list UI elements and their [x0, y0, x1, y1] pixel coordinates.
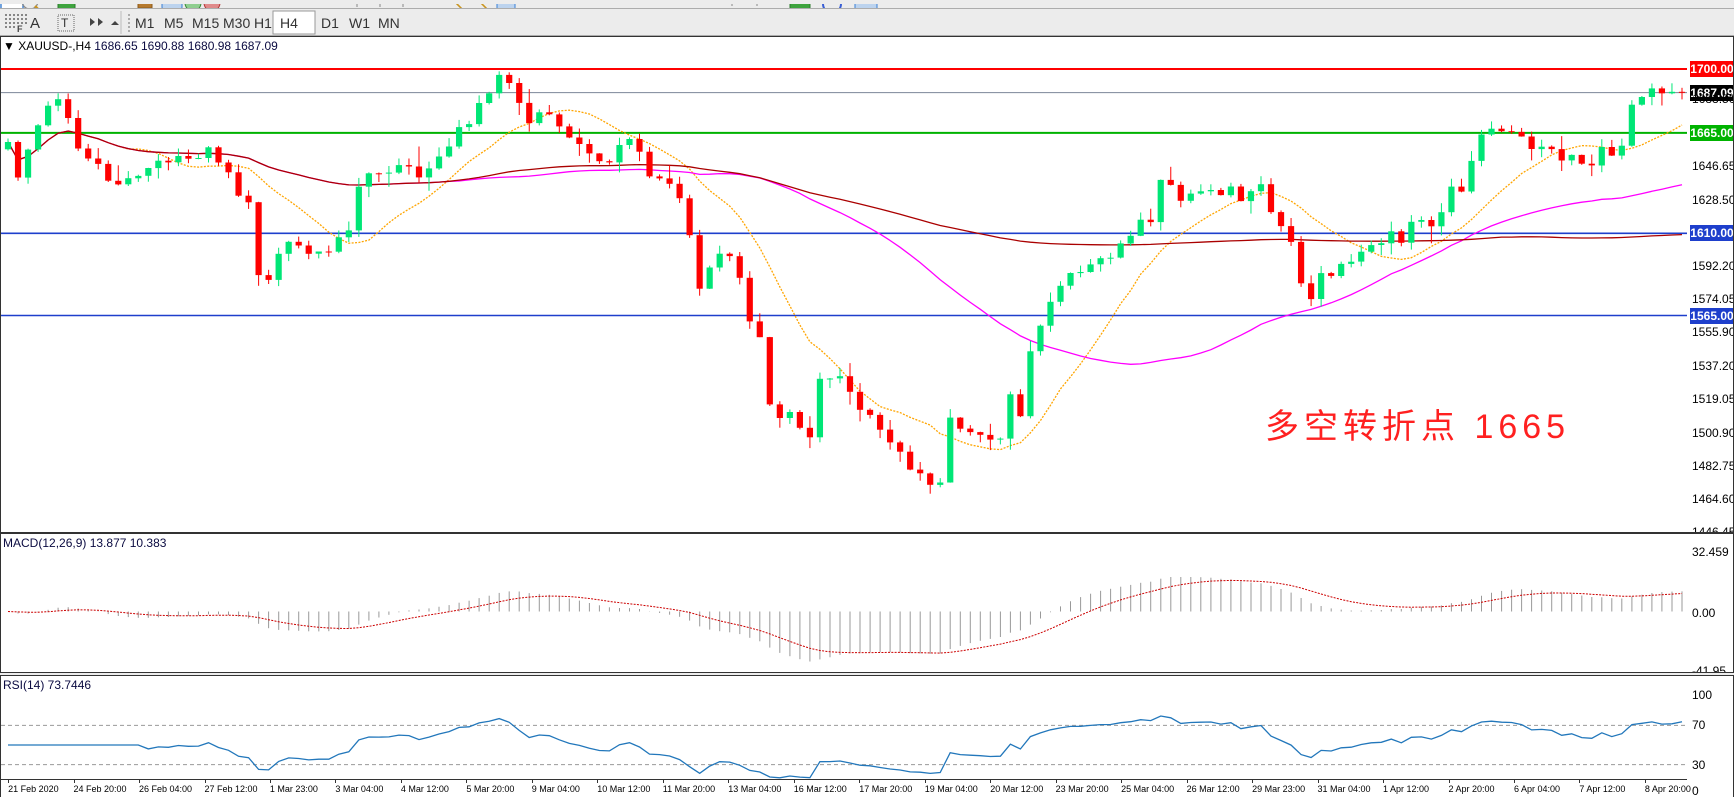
svg-text:H1: H1: [254, 15, 272, 31]
svg-text:W1: W1: [349, 15, 370, 31]
svg-text:A: A: [30, 15, 40, 32]
svg-text:T: T: [61, 16, 69, 30]
svg-text:MN: MN: [378, 15, 400, 31]
svg-text:M30: M30: [223, 15, 250, 31]
svg-text:D1: D1: [321, 15, 339, 31]
svg-text:M15: M15: [192, 15, 219, 31]
svg-text:M1: M1: [135, 15, 155, 31]
svg-text:F: F: [17, 24, 23, 34]
svg-text:M5: M5: [164, 15, 184, 31]
svg-text:H4: H4: [280, 15, 298, 31]
